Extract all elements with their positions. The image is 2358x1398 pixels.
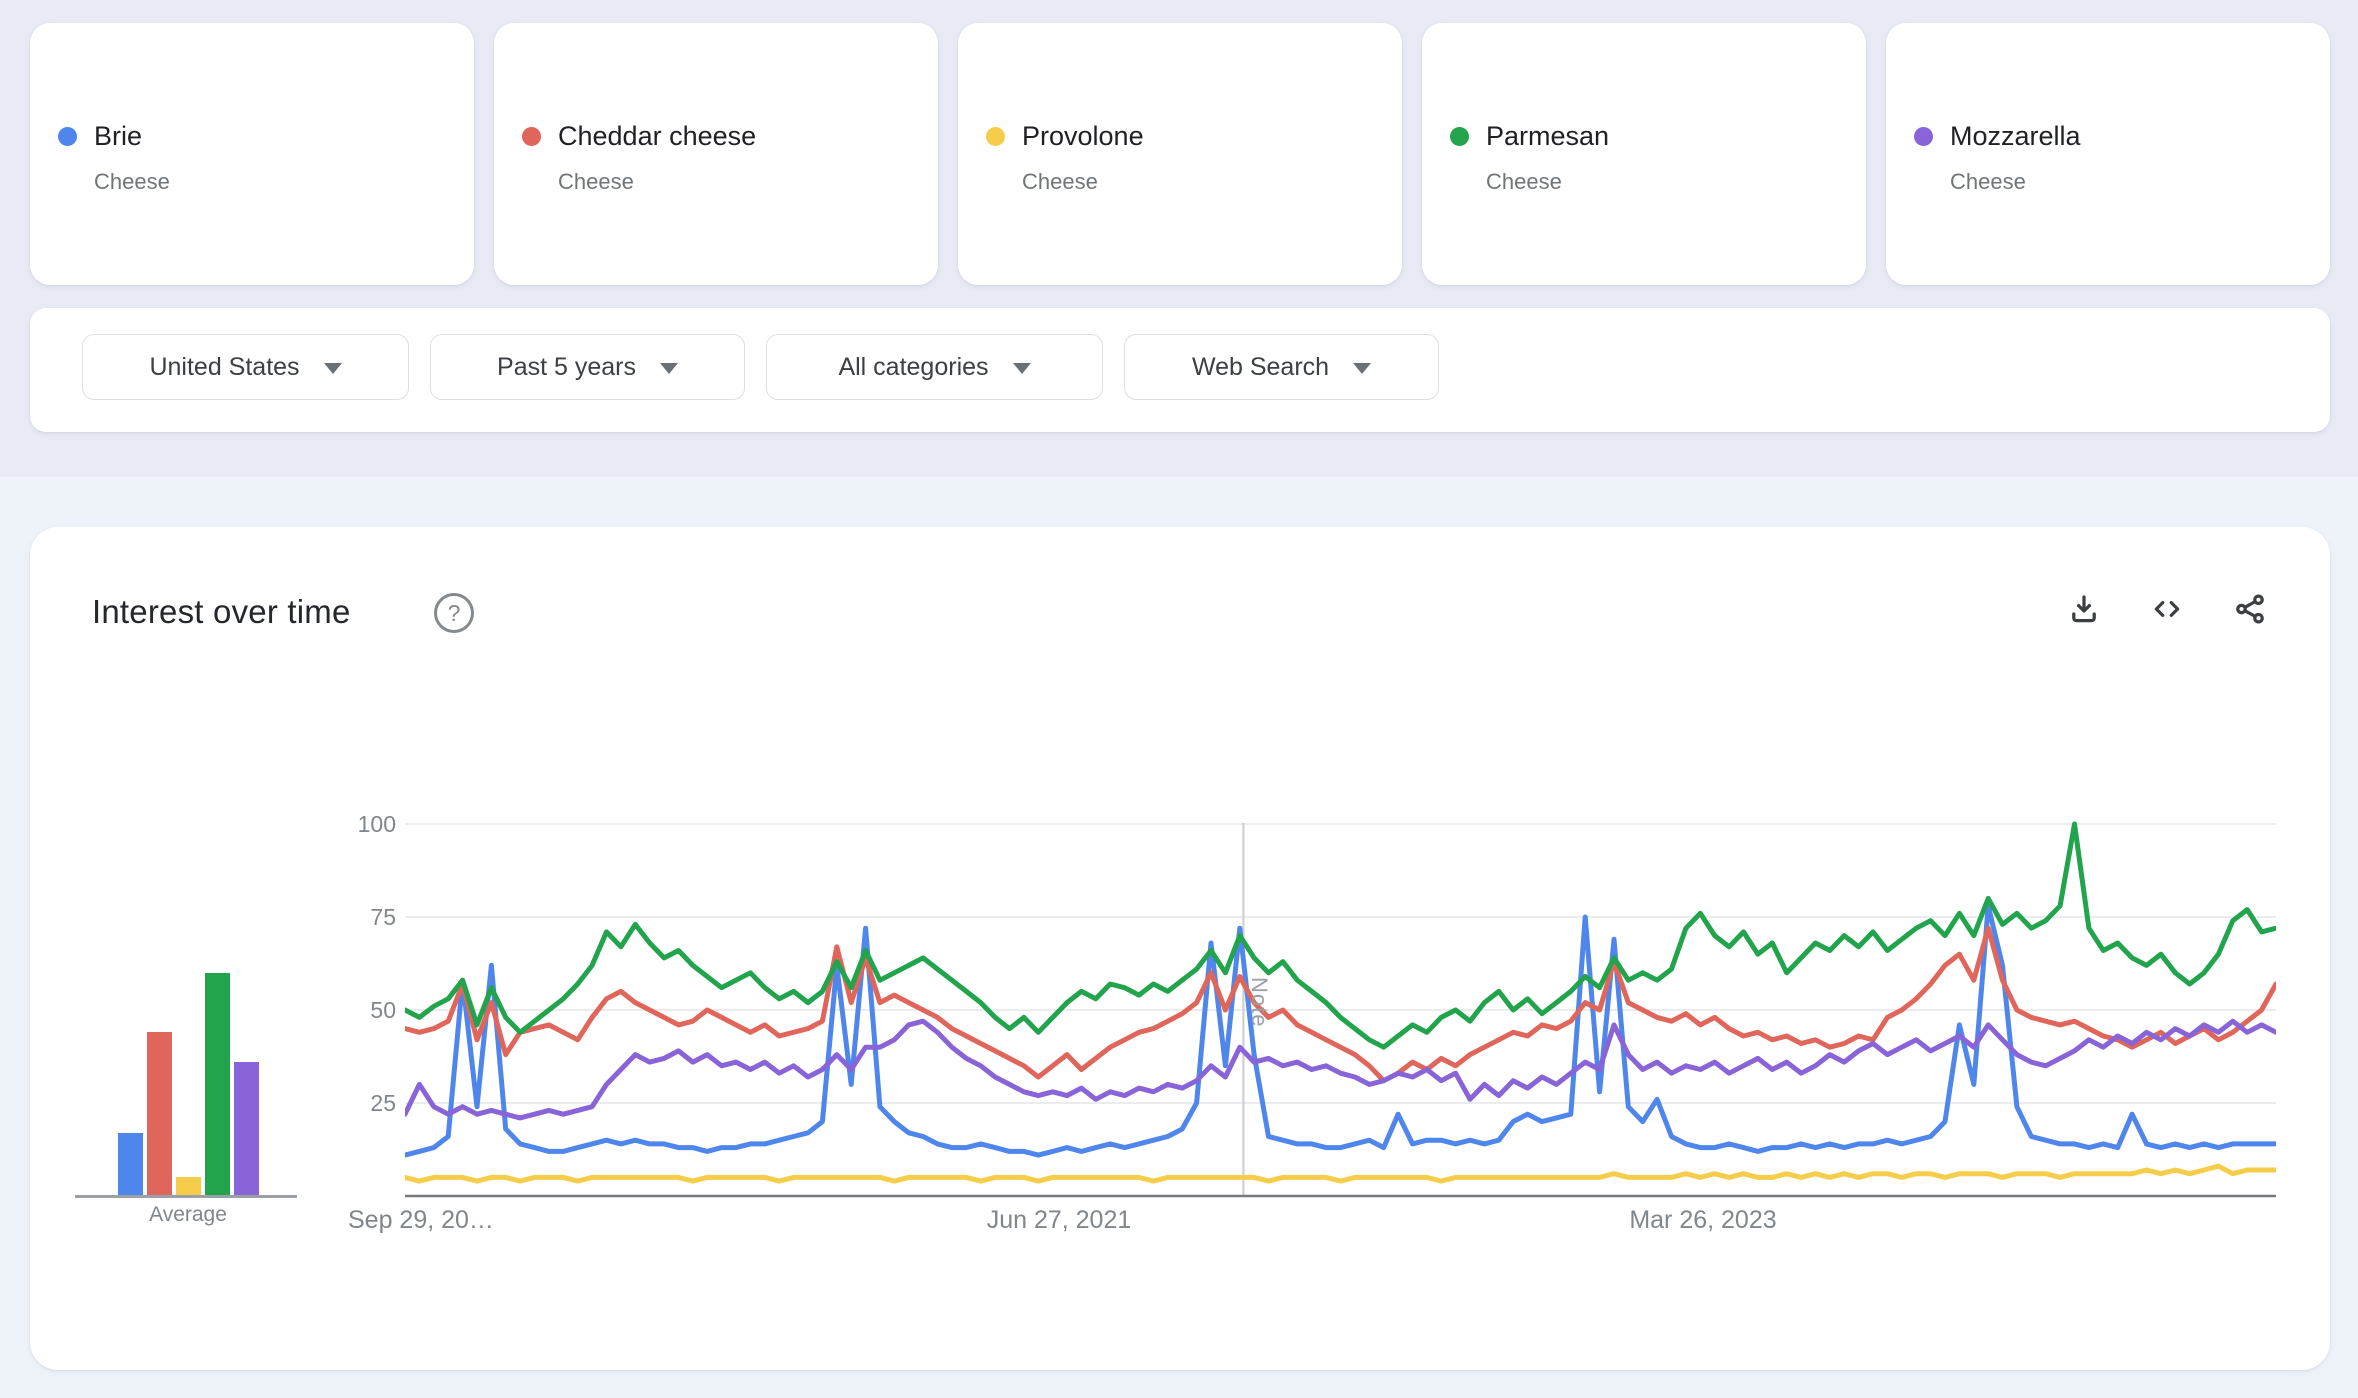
download-button[interactable] <box>2066 591 2102 627</box>
term-card-provolone[interactable]: Provolone Cheese <box>958 23 1402 285</box>
term-category: Cheese <box>558 169 634 194</box>
term-label: Provolone <box>1022 121 1144 151</box>
x-tick-right: Mar 26, 2023 <box>1629 1206 1777 1234</box>
average-bar-cheddar-cheese <box>147 1032 172 1196</box>
region-filter-dropdown[interactable]: United States <box>82 334 409 400</box>
term-main: Provolone <box>986 121 1144 152</box>
series-color-dot <box>58 127 77 146</box>
time-range-filter-value: Past 5 years <box>497 352 636 381</box>
filter-chips: United States Past 5 years All categorie… <box>82 334 1439 400</box>
chevron-down-icon <box>323 363 342 374</box>
x-tick-middle: Jun 27, 2021 <box>986 1206 1132 1234</box>
average-bar-parmesan <box>205 973 230 1196</box>
chevron-down-icon <box>659 363 678 374</box>
average-axis-label: Average <box>149 1203 227 1226</box>
term-main: Brie <box>58 121 142 152</box>
term-category: Cheese <box>1022 169 1098 194</box>
term-cards-row: Brie Cheese Cheddar cheese Cheese Provol… <box>30 23 2330 285</box>
embed-code-icon <box>2154 600 2180 618</box>
average-bar-chart <box>118 973 259 1196</box>
term-card-brie[interactable]: Brie Cheese <box>30 23 474 285</box>
term-main: Cheddar cheese <box>522 121 756 152</box>
term-main: Parmesan <box>1450 121 1609 152</box>
term-label: Cheddar cheese <box>558 121 757 151</box>
average-bar-provolone <box>176 1177 201 1196</box>
series-color-dot <box>1914 127 1933 146</box>
help-icon[interactable]: ? <box>434 593 474 633</box>
term-card-cheddar-cheese[interactable]: Cheddar cheese Cheese <box>494 23 938 285</box>
term-card-mozzarella[interactable]: Mozzarella Cheese <box>1886 23 2330 285</box>
term-label: Mozzarella <box>1950 121 2081 151</box>
term-label: Brie <box>94 121 143 151</box>
y-tick-100: 100 <box>357 811 396 837</box>
chart-actions <box>2066 591 2268 627</box>
average-bar-brie <box>118 1133 143 1196</box>
search-type-filter-value: Web Search <box>1191 352 1330 381</box>
category-filter-value: All categories <box>838 352 989 381</box>
term-category: Cheese <box>1486 169 1562 194</box>
y-tick-50: 50 <box>370 997 396 1023</box>
filter-bar: United States Past 5 years All categorie… <box>30 308 2330 432</box>
term-label: Parmesan <box>1486 121 1610 151</box>
series-color-dot <box>522 127 541 146</box>
chevron-down-icon <box>1353 363 1372 374</box>
section-title: Interest over time <box>92 593 351 630</box>
note-marker-label: Note <box>1247 977 1272 1028</box>
help-glyph: ? <box>447 599 461 626</box>
x-tick-start: Sep 29, 20… <box>348 1206 494 1234</box>
download-icon <box>2072 595 2096 623</box>
term-category: Cheese <box>94 169 170 194</box>
line-chart-svg <box>405 821 2276 1198</box>
series-color-dot <box>986 127 1005 146</box>
term-category: Cheese <box>1950 169 2026 194</box>
chevron-down-icon <box>1012 363 1031 374</box>
term-card-parmesan[interactable]: Parmesan Cheese <box>1422 23 1866 285</box>
average-axis-line <box>75 1195 297 1198</box>
search-type-filter-dropdown[interactable]: Web Search <box>1124 334 1439 400</box>
category-filter-dropdown[interactable]: All categories <box>766 334 1103 400</box>
embed-button[interactable] <box>2149 591 2185 627</box>
average-bar-mozzarella <box>234 1062 259 1196</box>
term-main: Mozzarella <box>1914 121 2081 152</box>
share-icon <box>2236 594 2264 624</box>
series-color-dot <box>1450 127 1469 146</box>
y-tick-75: 75 <box>370 904 396 930</box>
share-button[interactable] <box>2232 591 2268 627</box>
y-tick-25: 25 <box>370 1090 396 1116</box>
interest-over-time-card: Interest over time ? Avera <box>30 527 2330 1370</box>
time-range-filter-dropdown[interactable]: Past 5 years <box>430 334 745 400</box>
region-filter-value: United States <box>149 352 300 381</box>
